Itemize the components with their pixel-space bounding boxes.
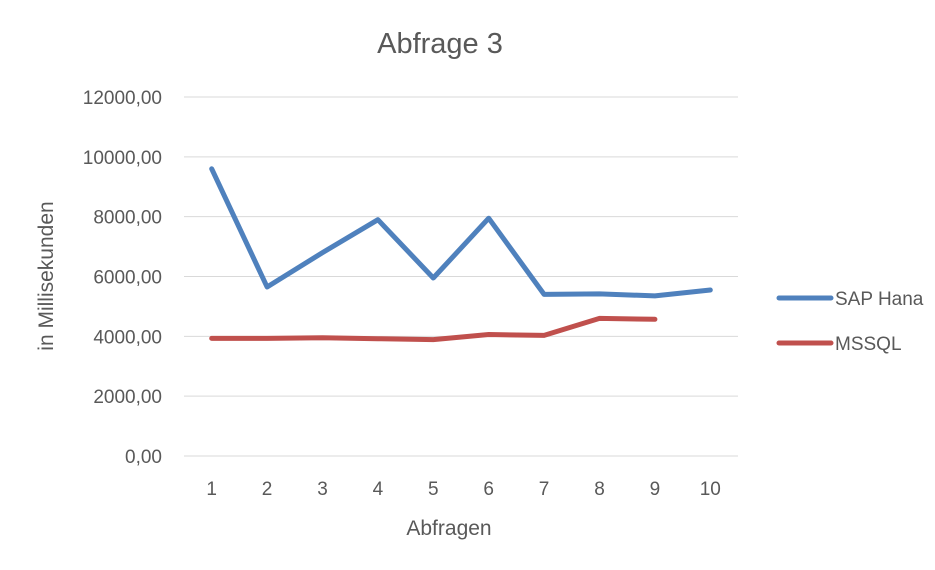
chart-title: Abfrage 3 — [377, 28, 503, 60]
x-tick-label: 8 — [594, 479, 605, 500]
y-tick-label: 12000,00 — [83, 88, 162, 109]
series-lines — [209, 166, 713, 343]
x-tick-label: 4 — [373, 479, 384, 500]
legend-label-sap-hana: SAP Hana — [835, 289, 924, 310]
y-tick-label: 8000,00 — [93, 208, 162, 229]
y-tick-label: 2000,00 — [93, 387, 162, 408]
y-tick-label: 4000,00 — [93, 327, 162, 348]
series-line-mssql — [209, 315, 658, 343]
legend-label-mssql: MSSQL — [835, 334, 902, 355]
x-tick-label: 6 — [483, 479, 494, 500]
x-tick-label: 9 — [650, 479, 661, 500]
x-tick-label: 3 — [317, 479, 328, 500]
y-tick-label: 10000,00 — [83, 148, 162, 169]
y-axis-title: in Millisekunden — [35, 201, 58, 350]
x-axis-title: Abfragen — [406, 517, 491, 540]
y-axis-tick-labels: 0,00 2000,00 4000,00 6000,00 8000,00 10000,00… — [83, 88, 162, 468]
x-tick-label: 1 — [206, 479, 217, 500]
gridlines — [184, 96, 738, 457]
y-tick-label: 0,00 — [125, 447, 162, 468]
x-tick-label: 7 — [539, 479, 550, 500]
x-tick-label: 10 — [700, 479, 721, 500]
y-tick-label: 6000,00 — [93, 268, 162, 289]
x-tick-label: 5 — [428, 479, 439, 500]
x-tick-label: 2 — [262, 479, 273, 500]
series-line-sap-hana — [209, 166, 713, 299]
legend: SAP Hana MSSQL — [776, 289, 924, 355]
x-axis-tick-labels: 1 2 3 4 5 6 7 8 9 10 — [206, 479, 720, 500]
